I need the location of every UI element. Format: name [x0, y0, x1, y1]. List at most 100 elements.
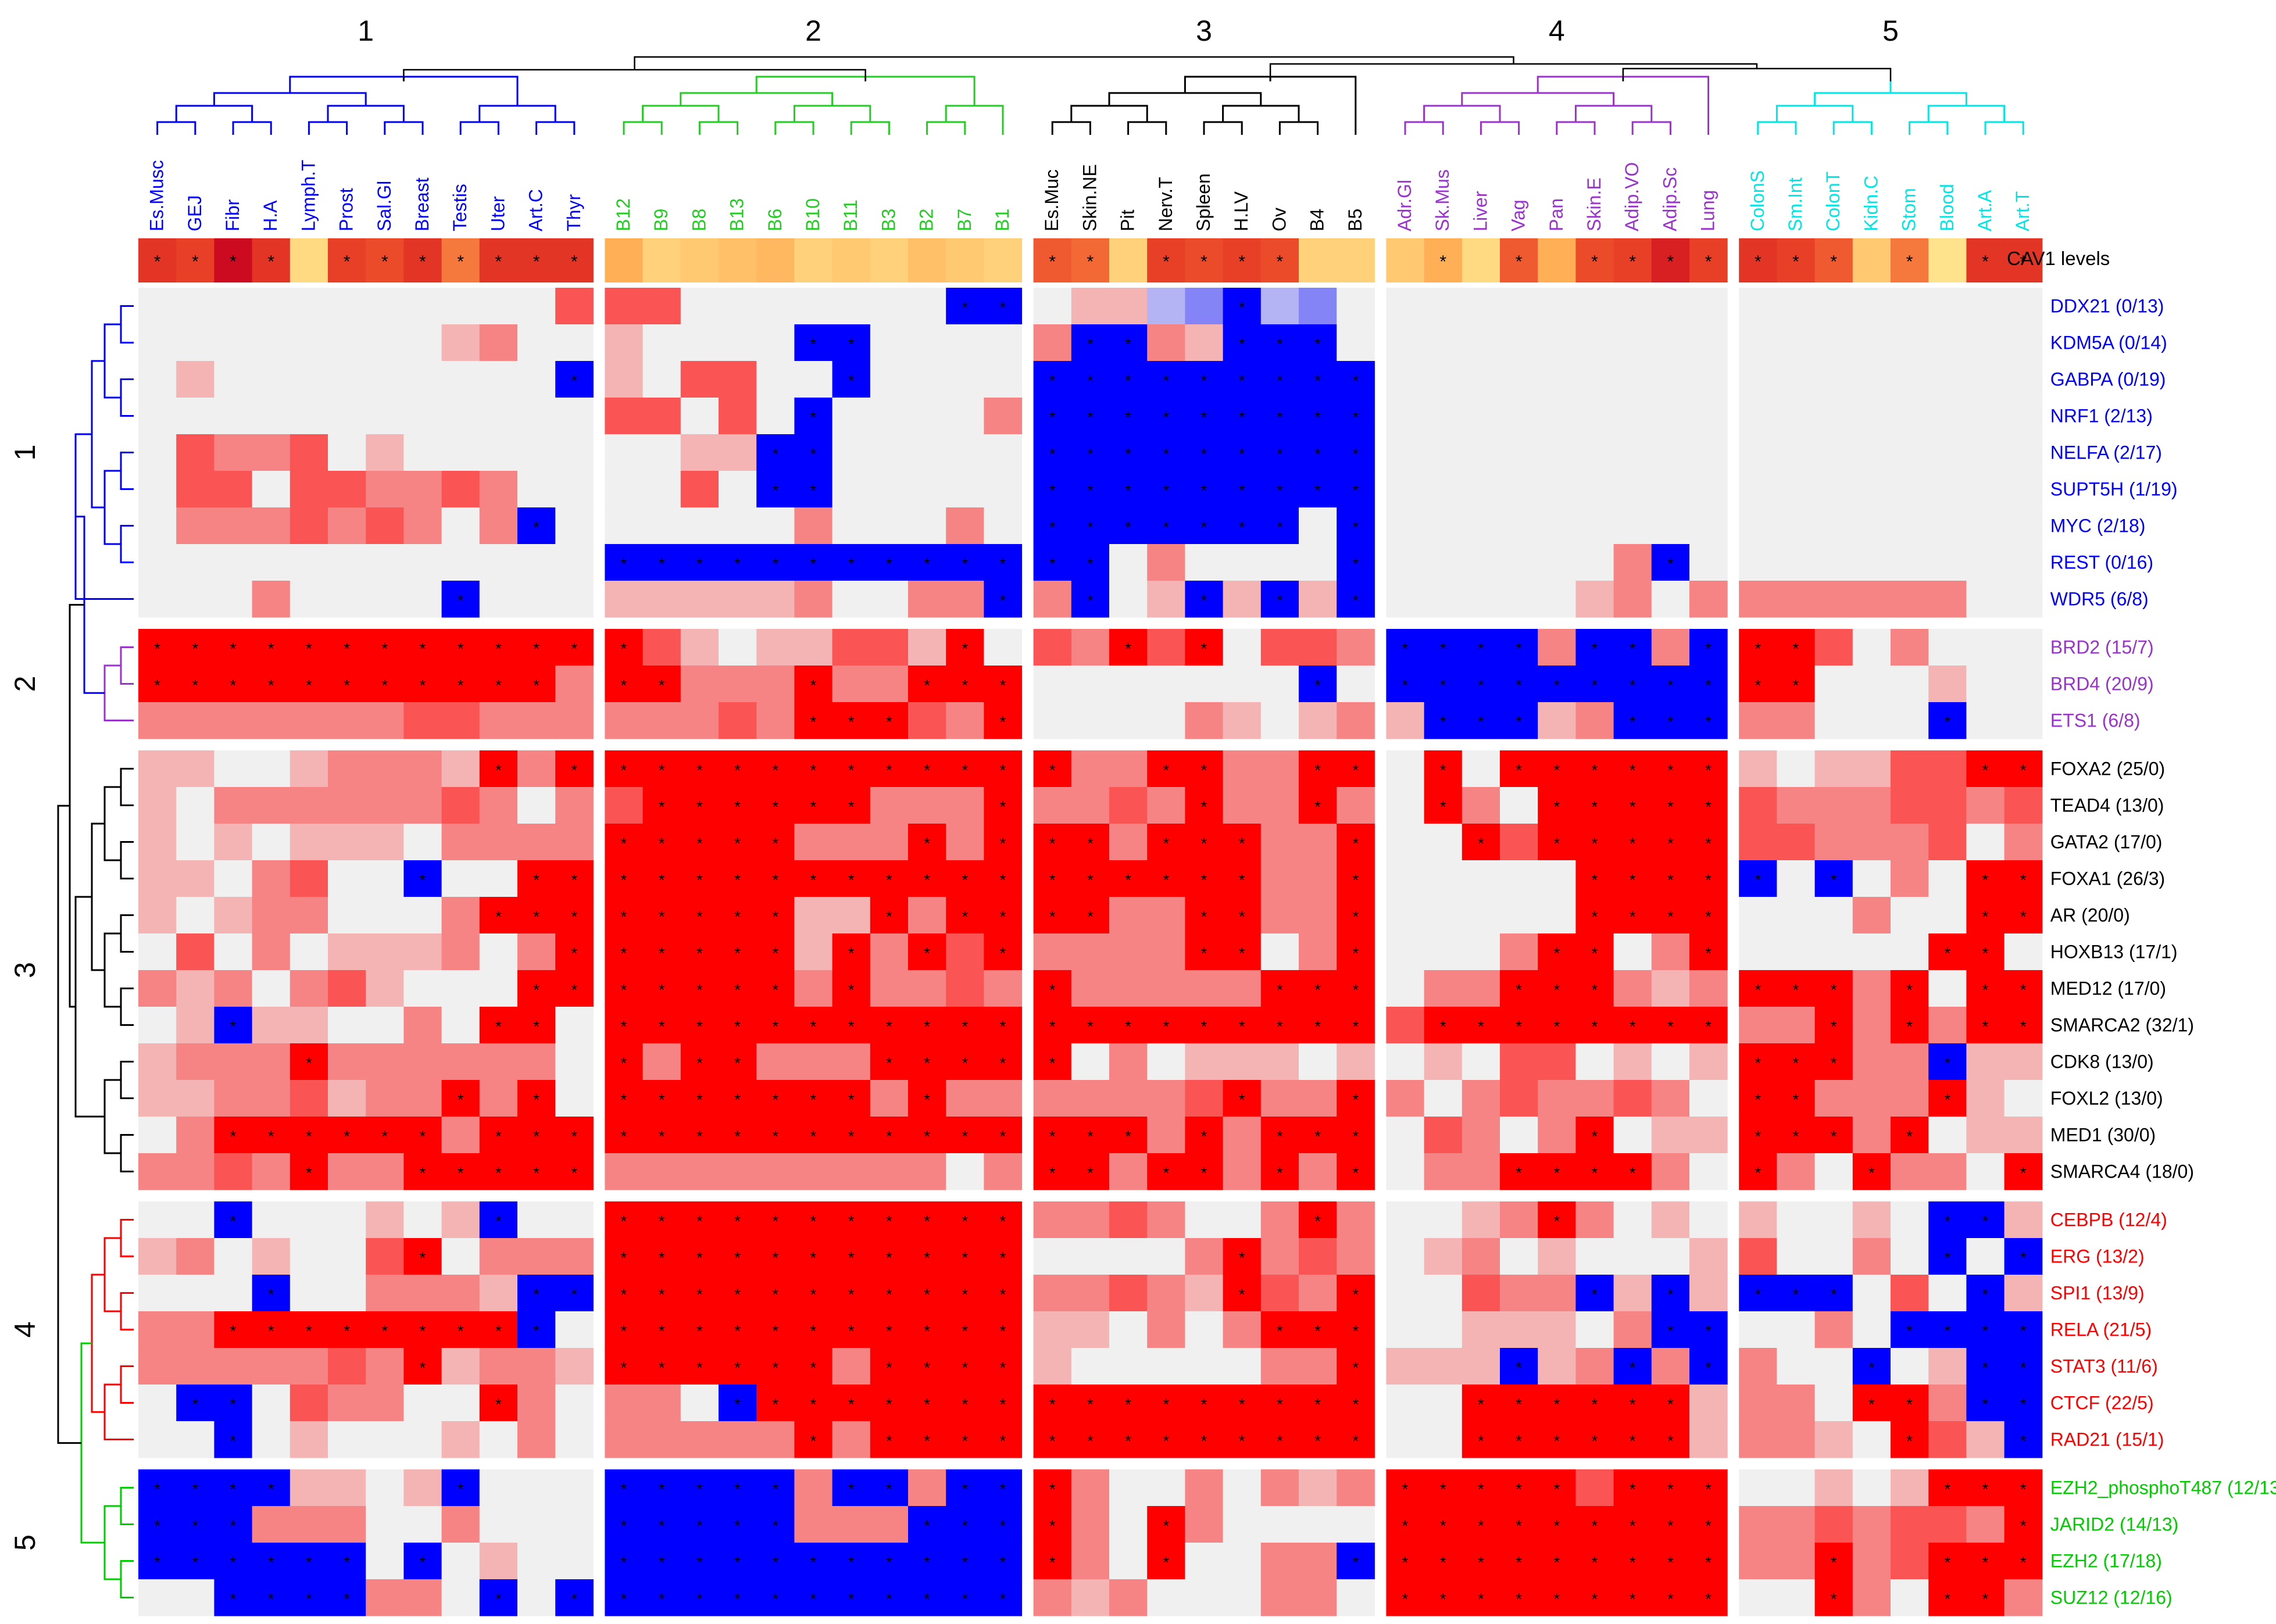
- heatmap-cell: [1147, 434, 1185, 471]
- heatmap-cell: [832, 398, 871, 435]
- heatmap-cell: [908, 1506, 946, 1543]
- heatmap-cell: [1651, 1117, 1690, 1154]
- significance-star: *: [924, 1018, 930, 1036]
- heatmap-cell: [1462, 434, 1500, 471]
- column-dendrogram-branch: [1051, 121, 1091, 135]
- significance-star: *: [734, 1590, 741, 1608]
- heatmap-cell: [1575, 860, 1614, 897]
- heatmap-cell: [1462, 750, 1500, 788]
- row-label: MYC (2/18): [2050, 516, 2146, 536]
- heatmap-cell: [1814, 1385, 1853, 1422]
- row-label: NELFA (2/17): [2050, 442, 2162, 463]
- significance-star: *: [420, 1359, 426, 1377]
- heatmap-cell: [290, 1506, 328, 1543]
- heatmap-cell: [1500, 1117, 1538, 1154]
- heatmap-cell: [1966, 1543, 2005, 1580]
- heatmap-cell: [1337, 629, 1375, 666]
- heatmap-cell: [1109, 581, 1148, 618]
- heatmap-cell: [252, 824, 291, 861]
- significance-star: *: [1982, 908, 1989, 926]
- heatmap-cell: [1500, 1153, 1538, 1190]
- heatmap-cell: [1424, 1348, 1463, 1385]
- heatmap-cell: [719, 750, 757, 788]
- significance-star: *: [621, 1590, 627, 1608]
- heatmap-cell: [441, 507, 480, 545]
- heatmap-cell: [1928, 824, 1967, 861]
- significance-star: *: [1087, 592, 1094, 610]
- row-label: WDR5 (6/8): [2050, 589, 2149, 610]
- heatmap-cell: [794, 288, 833, 325]
- heatmap-cell: [1386, 750, 1425, 788]
- heatmap-cell: [517, 824, 556, 861]
- column-dendrogram-branch: [308, 121, 348, 135]
- heatmap-cell: [214, 1579, 253, 1616]
- heatmap-cell: [1739, 1043, 1777, 1081]
- significance-star: *: [810, 1396, 817, 1414]
- heatmap-cell: [517, 1506, 556, 1543]
- heatmap-cell: [2004, 1311, 2043, 1348]
- significance-star: *: [886, 713, 892, 731]
- heatmap-cell: [1891, 1506, 1929, 1543]
- column-dendrogram-branch: [793, 105, 871, 122]
- heatmap-cell: [1575, 1275, 1614, 1312]
- heatmap-cell: [1575, 398, 1614, 435]
- heatmap-cell: [870, 1506, 909, 1543]
- column-label: Skin.NE: [1079, 164, 1100, 231]
- heatmap-cell: [1575, 288, 1614, 325]
- column-dendrogram-join: [634, 56, 1514, 70]
- heatmap-cell: [1109, 1238, 1148, 1275]
- heatmap-cell: [984, 324, 1023, 362]
- heatmap-cell: [642, 507, 681, 545]
- heatmap-cell: [1109, 1421, 1148, 1458]
- significance-star: *: [1000, 1249, 1006, 1267]
- significance-star: *: [533, 1322, 539, 1340]
- cav1-cell: [1651, 238, 1690, 282]
- heatmap-cell: [719, 1275, 757, 1312]
- heatmap-cell: [1185, 434, 1224, 471]
- heatmap-cell: [984, 288, 1023, 325]
- significance-star: *: [344, 1554, 350, 1572]
- heatmap-cell: [908, 824, 946, 861]
- heatmap-cell: [328, 288, 366, 325]
- row-label: EZH2 (17/18): [2050, 1551, 2162, 1572]
- significance-star: *: [848, 1128, 855, 1146]
- heatmap-cell: [1223, 1506, 1262, 1543]
- significance-star: *: [659, 555, 665, 573]
- heatmap-cell: [984, 1043, 1023, 1081]
- heatmap-cell: [555, 750, 594, 788]
- heatmap-cell: [832, 1117, 871, 1154]
- heatmap-cell: [1147, 1543, 1185, 1580]
- significance-star: *: [1630, 1554, 1636, 1572]
- heatmap-cell: [252, 897, 291, 934]
- heatmap-cell: [1185, 970, 1224, 1007]
- significance-star: *: [1277, 981, 1283, 999]
- heatmap-cell: [479, 1080, 518, 1117]
- heatmap-cell: [642, 288, 681, 325]
- heatmap-cell: [642, 787, 681, 824]
- heatmap-cell: [870, 860, 909, 897]
- heatmap-cell: [1689, 1421, 1728, 1458]
- heatmap-cell: [366, 1117, 404, 1154]
- heatmap-cell: [517, 702, 556, 739]
- heatmap-cell: [908, 860, 946, 897]
- significance-star: *: [1352, 518, 1359, 536]
- heatmap-cell: [1424, 1153, 1463, 1190]
- heatmap-cell: [1147, 1153, 1185, 1190]
- significance-star: *: [848, 335, 855, 353]
- significance-star: *: [1000, 1054, 1006, 1072]
- heatmap-cell: [1071, 1238, 1110, 1275]
- heatmap-cell: [1223, 1201, 1262, 1239]
- cav1-cell: [1299, 238, 1337, 282]
- significance-star: *: [1478, 640, 1484, 658]
- heatmap-cell: [1109, 629, 1148, 666]
- heatmap-cell: [366, 1238, 404, 1275]
- heatmap-cell: [1299, 581, 1337, 618]
- heatmap-cell: [214, 666, 253, 703]
- significance-star: *: [848, 555, 855, 573]
- heatmap-cell: [642, 1043, 681, 1081]
- significance-star: *: [810, 482, 817, 500]
- significance-star: *: [1352, 835, 1359, 853]
- heatmap-cell: [1260, 750, 1299, 788]
- heatmap-cell: [176, 471, 215, 508]
- heatmap-cell: [1777, 860, 1816, 897]
